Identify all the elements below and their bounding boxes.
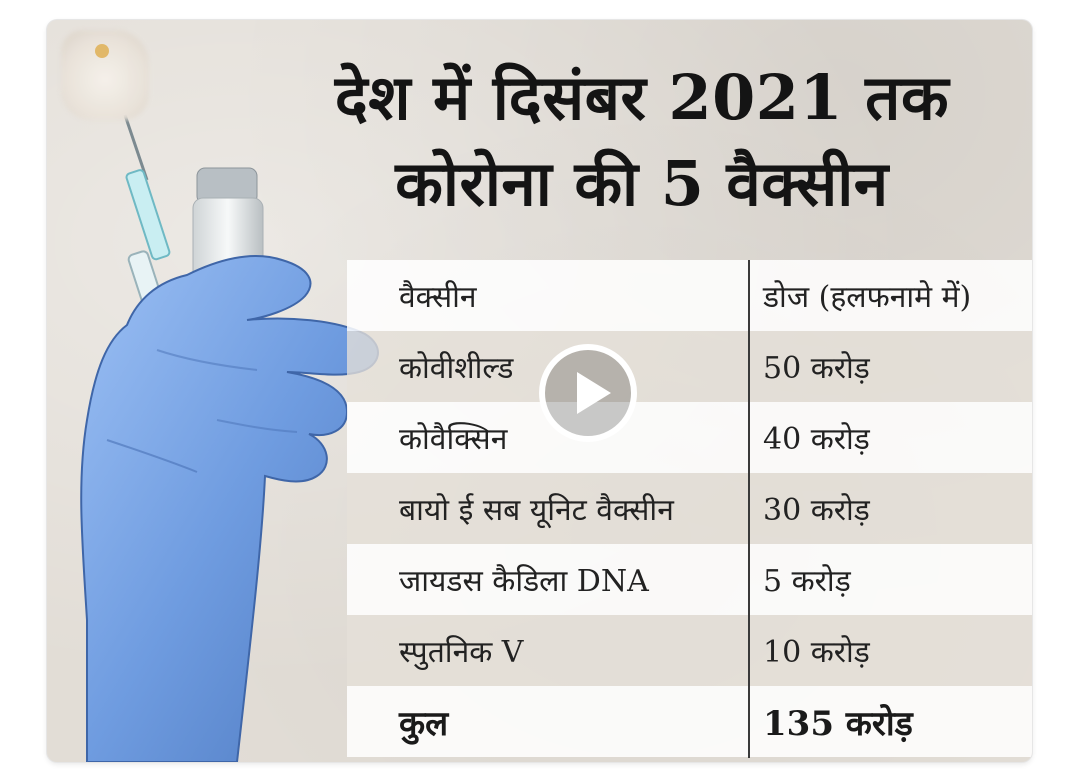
vaccine-doses: 30 करोड़	[763, 493, 870, 528]
column-divider	[748, 260, 750, 758]
vaccine-doses: 40 करोड़	[763, 422, 870, 457]
header-vaccine: वैक्सीन	[399, 280, 477, 315]
vaccine-name: कोवीशील्ड	[399, 351, 514, 386]
vaccine-name: बायो ई सब यूनिट वैक्सीन	[399, 493, 674, 528]
table-row: जायडस कैडिला DNA 5 करोड़	[347, 544, 1032, 615]
table-total-row: कुल 135 करोड़	[347, 686, 1032, 757]
vaccine-doses: 50 करोड़	[763, 351, 870, 386]
video-post-card[interactable]: देश में दिसंबर 2021 तक कोरोना की 5 वैक्स…	[47, 20, 1032, 762]
vaccine-doses: 5 करोड़	[763, 564, 851, 599]
vaccine-doses: 10 करोड़	[763, 635, 870, 670]
play-icon[interactable]	[577, 372, 611, 414]
table-row: बायो ई सब यूनिट वैक्सीन 30 करोड़	[347, 473, 1032, 544]
play-button[interactable]	[539, 344, 637, 442]
vaccine-table: वैक्सीन डोज (हलफनामे में) कोवीशील्ड 50 क…	[347, 260, 1032, 758]
header-doses: डोज (हलफनामे में)	[763, 280, 972, 315]
logo-icon	[61, 30, 149, 120]
table-row: कोवीशील्ड 50 करोड़	[347, 331, 1032, 402]
headline-line-1: देश में दिसंबर 2021 तक	[334, 61, 950, 134]
vaccine-name: कोवैक्सिन	[399, 422, 508, 457]
table-row: स्पुतनिक V 10 करोड़	[347, 615, 1032, 686]
headline-line-2: कोरोना की 5 वैक्सीन	[395, 147, 889, 220]
total-label: कुल	[399, 703, 449, 744]
table-header-row: वैक्सीन डोज (हलफनामे में)	[347, 260, 1032, 331]
vaccine-name: स्पुतनिक V	[399, 635, 524, 670]
headline: देश में दिसंबर 2021 तक कोरोना की 5 वैक्स…	[252, 55, 1032, 227]
glove-hand-icon	[80, 114, 379, 762]
vaccine-name: जायडस कैडिला DNA	[399, 564, 649, 599]
table-row: कोवैक्सिन 40 करोड़	[347, 402, 1032, 473]
total-doses: 135 करोड़	[763, 703, 913, 744]
logo-dot	[95, 44, 109, 58]
